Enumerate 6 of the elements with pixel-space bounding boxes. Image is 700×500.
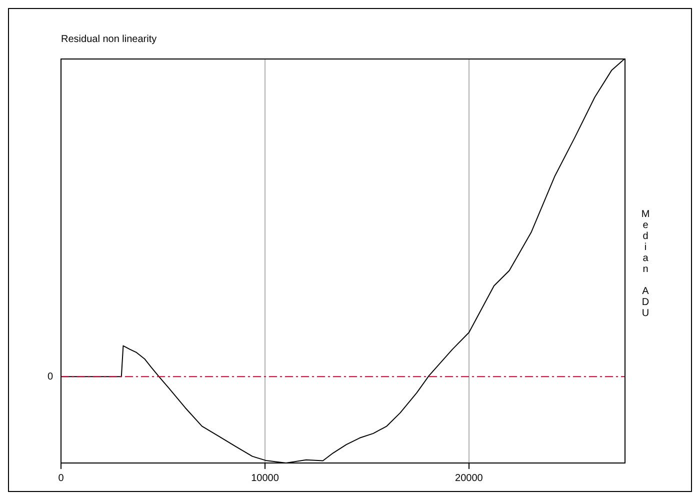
x-tick-label: 10000 (251, 472, 280, 484)
y-axis-title: Median ADU (640, 209, 651, 319)
ref-line-label: 0 (47, 371, 54, 382)
x-tick-label: 0 (58, 472, 64, 484)
x-tick-label: 20000 (455, 472, 484, 484)
chart-title: Residual non linearity (61, 34, 157, 45)
